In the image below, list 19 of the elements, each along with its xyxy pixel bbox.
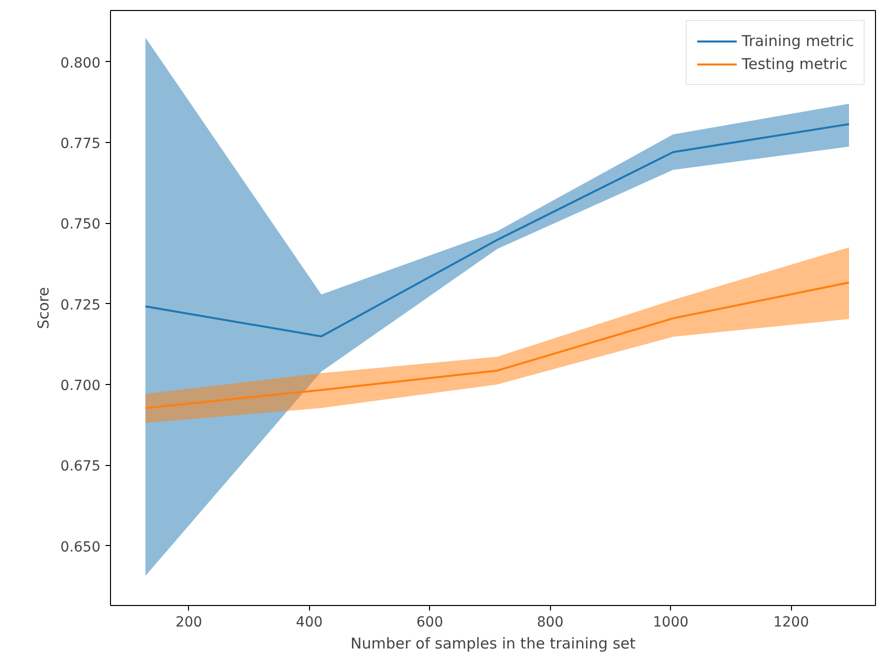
legend-label: Testing metric xyxy=(742,55,848,73)
y-tick-label: 0.725 xyxy=(60,297,101,314)
y-axis-title: Score xyxy=(34,286,52,330)
x-tick-label: 600 xyxy=(416,614,444,630)
x-tick-label: 800 xyxy=(536,614,564,630)
line-series xyxy=(144,282,850,410)
y-tick-label: 0.675 xyxy=(60,458,101,475)
x-tick-label: 1200 xyxy=(773,614,809,630)
y-tick-label: 0.700 xyxy=(60,378,101,394)
x-tick-label: 1000 xyxy=(652,614,689,630)
y-tick-label: 0.800 xyxy=(60,55,101,72)
y-tick-label: 0.775 xyxy=(60,136,101,152)
x-axis-title: Number of samples in the training set xyxy=(350,634,636,652)
y-tick-label: 0.750 xyxy=(60,216,101,233)
x-tick-label: 400 xyxy=(296,614,323,630)
legend-label: Training metric xyxy=(742,32,854,50)
line-series xyxy=(144,123,850,338)
x-tick-label: 200 xyxy=(175,614,202,630)
y-tick-label: 0.650 xyxy=(60,539,101,556)
